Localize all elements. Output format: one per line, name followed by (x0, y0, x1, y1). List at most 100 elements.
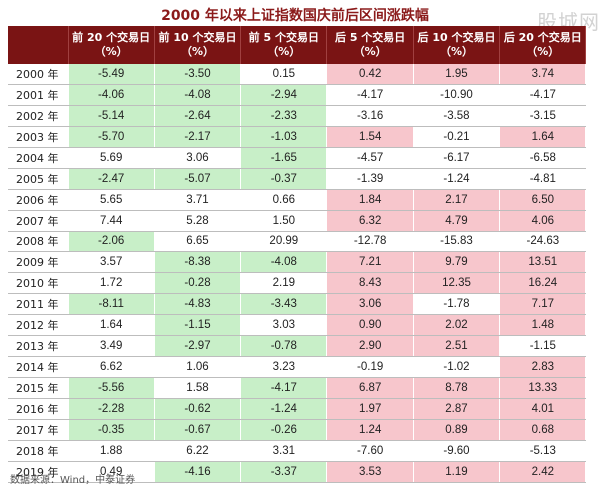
value-cell: -3.37 (240, 461, 328, 483)
value-cell: 8.78 (413, 377, 501, 399)
value-cell: 2.17 (413, 189, 501, 211)
value-cell: -5.70 (68, 126, 155, 148)
value-cell: 3.74 (499, 64, 587, 85)
header-cell (8, 26, 69, 64)
value-cell: -0.35 (68, 419, 155, 441)
value-cell: 1.54 (326, 126, 414, 148)
value-cell: -0.26 (240, 419, 328, 441)
value-cell: 7.44 (68, 210, 155, 232)
value-cell: 1.84 (326, 189, 414, 211)
value-cell: 3.06 (154, 147, 242, 169)
value-cell: -8.38 (154, 251, 242, 274)
value-cell: -4.08 (240, 251, 328, 274)
value-cell: 4.01 (499, 398, 587, 420)
table-row: 2004 年 5.69 3.06 -1.65 -4.57 -6.17 -6.58 (8, 147, 587, 169)
value-cell: -4.17 (240, 377, 328, 399)
table-row: 2000 年 -5.49 -3.50 0.15 0.42 1.95 3.74 (8, 64, 587, 85)
value-cell: 0.90 (326, 314, 414, 337)
year-cell: 2010 年 (8, 272, 69, 295)
year-cell: 2017 年 (8, 419, 69, 441)
year-cell: 2009 年 (8, 251, 69, 274)
value-cell: -2.64 (154, 105, 242, 127)
source-note: 数据来源：Wind，中泰证券 (10, 475, 136, 486)
header-cell: 后 10 个交易日（%） (413, 26, 501, 64)
value-cell: -1.78 (413, 293, 501, 316)
value-cell: 0.66 (240, 189, 328, 211)
value-cell: 13.33 (499, 377, 587, 399)
value-cell: 3.71 (154, 189, 242, 211)
value-cell: 1.58 (154, 377, 242, 399)
value-cell: -0.78 (240, 335, 328, 358)
header-cell: 前 10 个交易日（%） (154, 26, 242, 64)
value-cell: 1.64 (68, 314, 155, 337)
value-cell: 2.90 (326, 335, 414, 358)
value-cell: -0.62 (154, 398, 242, 420)
value-cell: 1.64 (499, 126, 587, 148)
value-cell: 2.42 (499, 461, 587, 483)
page-title: 2000 年以来上证指数国庆前后区间涨跌幅 (161, 8, 429, 24)
value-cell: 1.50 (240, 210, 328, 232)
table-row: 2009 年 3.57 -8.38 -4.08 7.21 9.79 13.51 (8, 251, 587, 274)
year-cell: 2013 年 (8, 335, 69, 358)
value-cell: -1.24 (240, 398, 328, 420)
table-row: 2007 年 7.44 5.28 1.50 6.32 4.79 4.06 (8, 210, 587, 232)
value-cell: -0.67 (154, 419, 242, 441)
header-cell: 前 20 个交易日（%） (68, 26, 155, 64)
value-cell: -2.33 (240, 105, 328, 127)
value-cell: -5.14 (68, 105, 155, 127)
header-cell: 后 20 个交易日（%） (499, 26, 587, 64)
value-cell: -12.78 (326, 231, 414, 253)
value-cell: 6.22 (154, 440, 242, 462)
value-cell: 1.95 (413, 64, 501, 85)
value-cell: -4.57 (326, 147, 414, 169)
value-cell: -10.90 (413, 84, 501, 106)
value-cell: -1.15 (154, 314, 242, 337)
value-cell: 1.97 (326, 398, 414, 420)
value-cell: 12.35 (413, 272, 501, 295)
value-cell: -1.02 (413, 356, 501, 379)
value-cell: 1.72 (68, 272, 155, 295)
table-row: 2012 年 1.64 -1.15 3.03 0.90 2.02 1.48 (8, 314, 587, 337)
value-cell: 20.99 (240, 231, 328, 253)
table-body: 2000 年 -5.49 -3.50 0.15 0.42 1.95 3.74 2001 年 -4… (8, 64, 587, 483)
value-cell: 0.89 (413, 419, 501, 441)
value-cell: -5.49 (68, 64, 155, 85)
value-cell: -3.58 (413, 105, 501, 127)
value-cell: -3.43 (240, 293, 328, 316)
value-cell: -0.19 (326, 356, 414, 379)
value-cell: 3.31 (240, 440, 328, 462)
header-cell: 前 5 个交易日（%） (240, 26, 328, 64)
value-cell: -3.16 (326, 105, 414, 127)
value-cell: -24.63 (499, 231, 587, 253)
value-cell: 3.23 (240, 356, 328, 379)
value-cell: -1.24 (413, 168, 501, 190)
value-cell: -0.28 (154, 272, 242, 295)
value-cell: -0.21 (413, 126, 501, 148)
value-cell: 0.15 (240, 64, 328, 85)
value-cell: -15.83 (413, 231, 501, 253)
value-cell: 3.53 (326, 461, 414, 483)
value-cell: -8.11 (68, 293, 155, 316)
value-cell: 7.21 (326, 251, 414, 274)
value-cell: 5.69 (68, 147, 155, 169)
value-cell: 5.28 (154, 210, 242, 232)
value-cell: -5.07 (154, 168, 242, 190)
value-cell: 1.24 (326, 419, 414, 441)
table-row: 2002 年 -5.14 -2.64 -2.33 -3.16 -3.58 -3.15 (8, 105, 587, 127)
value-cell: -4.17 (499, 84, 587, 106)
year-cell: 2006 年 (8, 189, 69, 211)
table-row: 2006 年 5.65 3.71 0.66 1.84 2.17 6.50 (8, 189, 587, 211)
year-cell: 2002 年 (8, 105, 69, 127)
value-cell: -5.56 (68, 377, 155, 399)
value-cell: 2.51 (413, 335, 501, 358)
header-row: 前 20 个交易日（%） 前 10 个交易日（%） 前 5 个交易日（%） 后 … (8, 26, 587, 64)
year-cell: 2004 年 (8, 147, 69, 169)
value-cell: -4.16 (154, 461, 242, 483)
value-cell: 13.51 (499, 251, 587, 274)
value-cell: 2.19 (240, 272, 328, 295)
year-cell: 2001 年 (8, 84, 69, 106)
table-row: 2008 年 -2.06 6.65 20.99 -12.78 -15.83 -24.63 (8, 231, 587, 253)
year-cell: 2019 年 (8, 461, 69, 483)
table-row: 2016 年 -2.28 -0.62 -1.24 1.97 2.87 4.01 (8, 398, 587, 420)
value-cell: -4.81 (499, 168, 587, 190)
